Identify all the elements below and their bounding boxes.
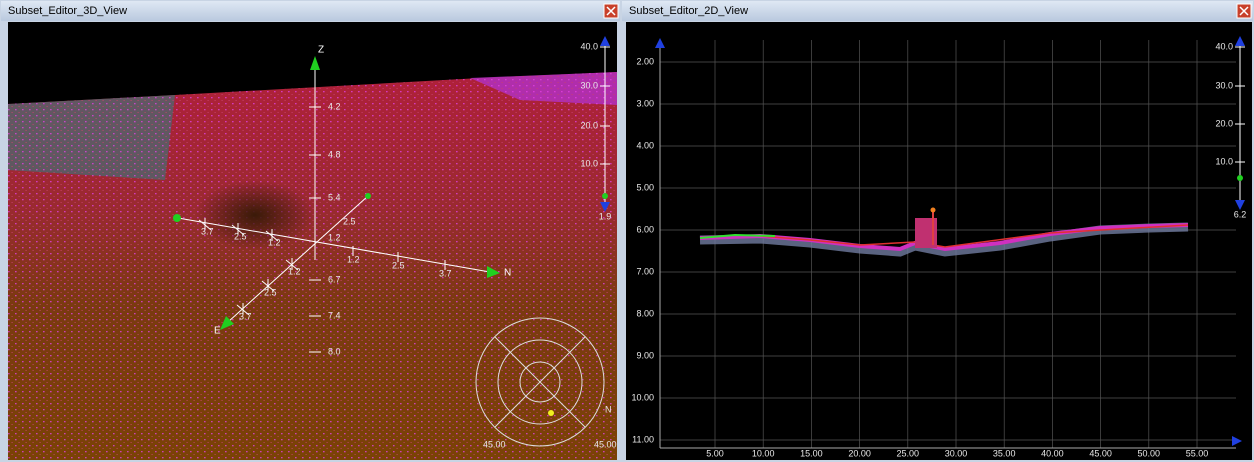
point-cloud — [8, 72, 617, 460]
axis-label: N — [504, 268, 511, 279]
depth-label: 4.8 — [328, 149, 341, 159]
y-tick-label: 2.00 — [636, 56, 654, 66]
x-tick-label: 55.00 — [1186, 448, 1209, 458]
screen: Subset_Editor_3D_View Subset_Editor_2D_V… — [0, 0, 1254, 462]
axis-label: Z — [318, 45, 324, 56]
e-label: 3.7 — [239, 311, 252, 321]
n-label: 1.2 — [347, 254, 360, 264]
slider-label: 40.0 — [580, 41, 598, 51]
slider-value: 6.2 — [1234, 209, 1247, 219]
x-tick-label: 40.00 — [1041, 448, 1064, 458]
depth-label: 4.2 — [328, 101, 341, 111]
e-label: 2.5 — [264, 287, 277, 297]
compass-position — [548, 410, 554, 416]
y-tick-label: 5.00 — [636, 182, 654, 192]
y-tick-label: 6.00 — [636, 224, 654, 234]
y-tick-label: 8.00 — [636, 308, 654, 318]
x-tick-label: 25.00 — [897, 448, 920, 458]
y-tick-label: 10.00 — [631, 392, 654, 402]
depth-label: 7.4 — [328, 310, 341, 320]
slider-thumb[interactable] — [602, 193, 608, 199]
compass-north: N — [605, 404, 612, 414]
depth-label: 8.0 — [328, 346, 341, 356]
x-tick-label: 45.00 — [1089, 448, 1112, 458]
slider-value: 1.9 — [599, 211, 612, 221]
axis-end — [365, 193, 371, 199]
slider-label: 20.0 — [580, 120, 598, 130]
compass-value: 45.00 — [594, 439, 617, 449]
n-label: 3.7 — [439, 268, 452, 278]
x-tick-label: 20.00 — [848, 448, 871, 458]
e-label: 3.7 — [201, 226, 214, 236]
e-label: 2.5 — [234, 231, 247, 241]
slider-label: 30.0 — [580, 80, 598, 90]
x-tick-label: 35.00 — [993, 448, 1016, 458]
scour-hole — [195, 180, 315, 250]
depth-label: 5.4 — [328, 192, 341, 202]
compass-value: 45.00 — [483, 439, 506, 449]
center-label: 1.2 — [328, 232, 341, 242]
x-tick-label: 50.00 — [1138, 448, 1161, 458]
depth-label: 6.7 — [328, 274, 341, 284]
x-tick-label: 30.00 — [945, 448, 968, 458]
y-tick-label: 3.00 — [636, 98, 654, 108]
slider-label: 10.0 — [1215, 156, 1233, 166]
y-tick-label: 9.00 — [636, 350, 654, 360]
slider-label: 30.0 — [1215, 80, 1233, 90]
axis-label: E — [214, 326, 221, 337]
slider-label: 10.0 — [580, 158, 598, 168]
y-tick-label: 4.00 — [636, 140, 654, 150]
x-tick-label: 10.00 — [752, 448, 775, 458]
y-tick-label: 7.00 — [636, 266, 654, 276]
slider-label: 40.0 — [1215, 41, 1233, 51]
x-tick-label: 15.00 — [800, 448, 823, 458]
axis-end — [173, 214, 181, 222]
center-label: 2.5 — [343, 216, 356, 226]
x-tick-label: 5.00 — [706, 448, 724, 458]
slider-thumb[interactable] — [1237, 175, 1243, 181]
window-title: Subset_Editor_2D_View — [629, 5, 748, 17]
y-tick-label: 11.00 — [632, 434, 654, 444]
slider-label: 20.0 — [1215, 118, 1233, 128]
window-title: Subset_Editor_3D_View — [8, 5, 127, 17]
e-label: 1.2 — [268, 237, 281, 247]
e-label: 1.2 — [288, 266, 301, 276]
n-label: 2.5 — [392, 260, 405, 270]
